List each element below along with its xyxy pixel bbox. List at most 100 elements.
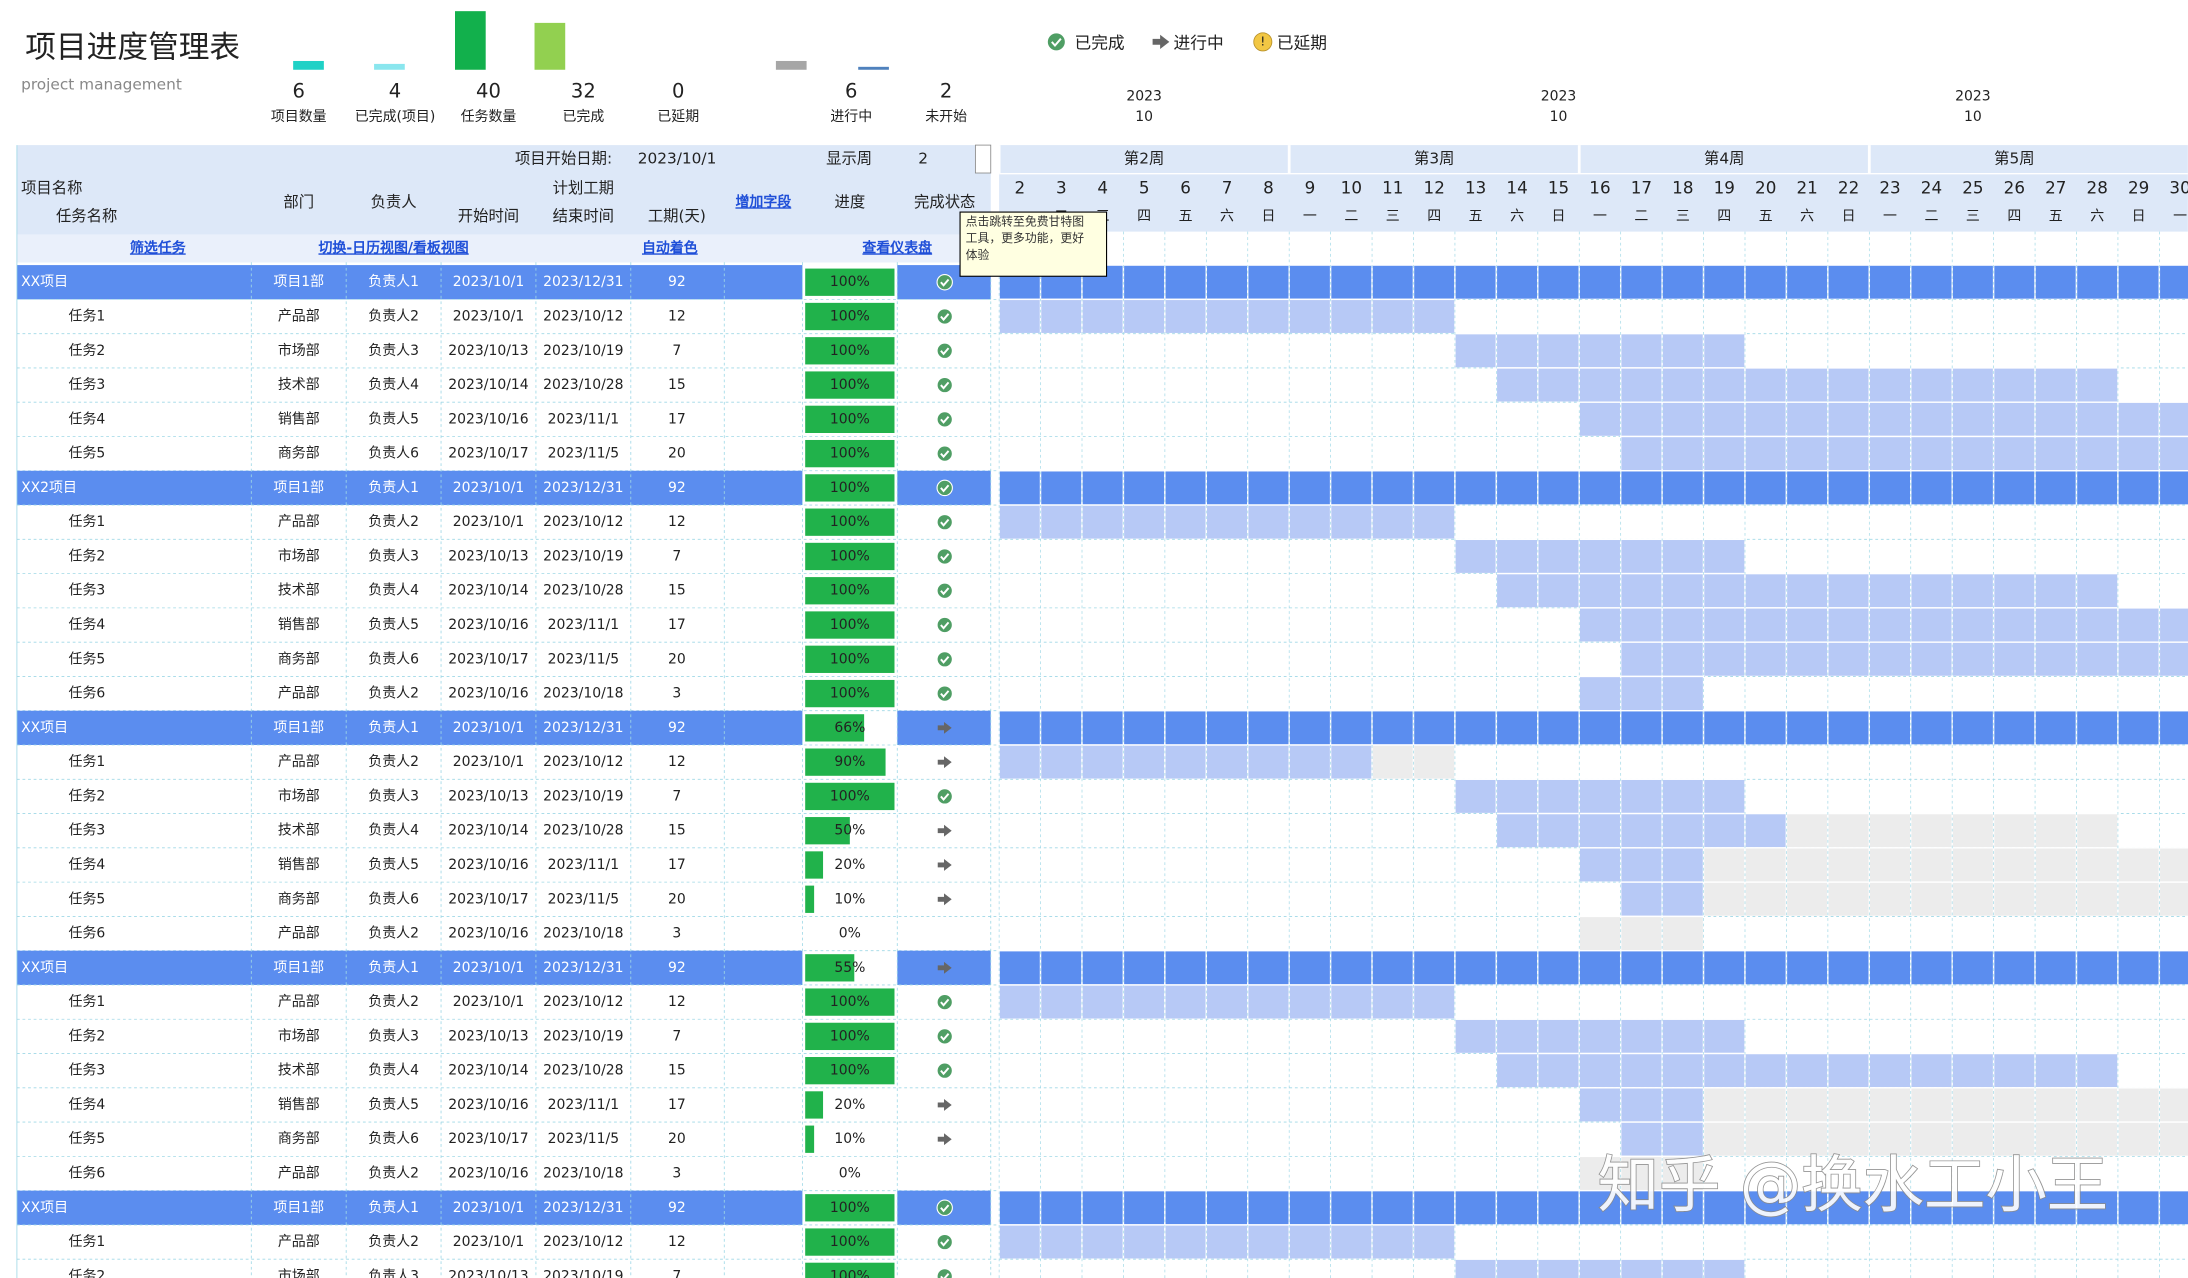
gantt-cell [1081,470,1125,506]
task-name: 任务1 [69,994,106,1010]
cell: 负责人2 [368,1166,419,1182]
start-date: 2023/10/1 [638,150,717,168]
gantt-cell [1992,1087,2036,1123]
gantt-cell [2075,949,2119,986]
gantt-cell [1537,710,1580,746]
gantt-cell [1992,1189,2036,1226]
gantt-cell [2075,1189,2119,1226]
gantt-cell [1495,949,1539,986]
spinner[interactable] [974,144,992,174]
gantt-cell [1785,881,1829,918]
day-number: 27 [2045,177,2066,197]
warning-icon [1253,32,1273,52]
gantt-cell [1537,264,1580,301]
cell: 20 [668,446,686,462]
col-plan: 计划工期 [553,179,614,197]
link[interactable]: 查看仪表盘 [862,239,932,256]
month-label: 10 [1135,109,1153,125]
arrow-icon [937,859,952,871]
gantt-cell [1205,949,1249,986]
task-name: 任务5 [69,891,106,907]
progress-bar [805,645,895,673]
check-mark [940,1238,950,1247]
gantt-cell [1744,1087,1788,1123]
cell: 产品部 [278,686,320,702]
gantt-cell [1827,264,1871,301]
progress-bar [805,782,895,811]
gantt-cell [1578,264,1622,301]
gantt-cell [2158,847,2188,883]
link[interactable]: 自动着色 [642,239,698,256]
gantt-cell [1868,949,1912,986]
gantt-cell [998,710,1042,746]
col-status: 完成状态 [914,193,975,211]
gantt-cell [1785,435,1829,472]
cell: 销售部 [278,857,320,873]
cell: 项目1部 [273,1200,324,1216]
day-number: 3 [1056,177,1067,197]
progress-label: 100% [830,514,870,530]
cell: 产品部 [278,1166,320,1182]
cell: 3 [672,926,681,942]
gantt-cell [1619,435,1663,472]
gantt-cell [2117,1087,2161,1123]
gantt-cell [1785,470,1829,506]
cell: 产品部 [278,309,320,325]
arrow-icon [937,893,952,906]
gantt-cell [1495,367,1539,403]
check-icon [936,788,953,805]
gantt-cell [1205,710,1249,746]
gantt-cell [1619,812,1663,849]
gantt-cell [1122,744,1166,780]
gantt-cell [1247,470,1290,506]
cell: 17 [668,617,686,633]
cell: 12 [668,1234,686,1250]
weekday-label: 二 [1924,208,1938,224]
gantt-cell [2034,847,2078,883]
col-duration: 工期(天) [648,207,706,225]
check-icon [936,308,953,325]
gantt-cell [2034,1052,2078,1089]
gantt-cell [1951,607,1995,643]
gantt-cell [1702,1018,1746,1055]
gantt-cell [1122,504,1166,541]
col-add-field[interactable]: 增加字段 [735,193,791,210]
col-start: 开始时间 [458,207,519,225]
arrow-icon [937,721,952,734]
col-project: 项目名称 [21,179,82,197]
stat-value: 4 [389,80,401,103]
gantt-cell [1910,367,1953,403]
check-mark [1051,38,1062,47]
gantt-cell [2158,435,2188,472]
gantt-cell [1702,949,1746,986]
gantt-cell [1247,949,1290,986]
tooltip-line: 工具，更多功能，更好 [966,231,1085,245]
gantt-cell [1578,1189,1622,1226]
gantt-header-bg [999,145,2188,232]
check-mark [940,655,950,664]
cell: 负责人2 [368,994,419,1010]
progress-label: 100% [830,788,870,804]
cell: 7 [672,343,681,359]
gantt-cell [1578,332,1622,369]
cell: 2023/12/31 [543,1200,623,1216]
gantt-cell [1537,572,1580,609]
gantt-cell [1702,367,1746,403]
cell: 12 [668,309,686,325]
gantt-cell [1619,538,1663,575]
cell: 负责人6 [368,446,419,462]
gantt-cell [1868,470,1912,506]
gantt-cell [1702,812,1746,849]
progress-bar [805,1194,895,1222]
check-icon [936,342,953,360]
link[interactable]: 筛选任务 [130,239,186,256]
link[interactable]: 切换-日历视图/看板视图 [318,239,468,256]
check-mark [940,416,950,424]
progress-label: 100% [830,480,870,496]
gantt-cell [1661,675,1705,712]
task-name: 任务1 [69,754,106,770]
cell: 负责人2 [368,309,419,325]
gantt-cell [1578,572,1622,609]
gantt-cell [1951,881,1995,918]
cell: 市场部 [278,342,320,359]
